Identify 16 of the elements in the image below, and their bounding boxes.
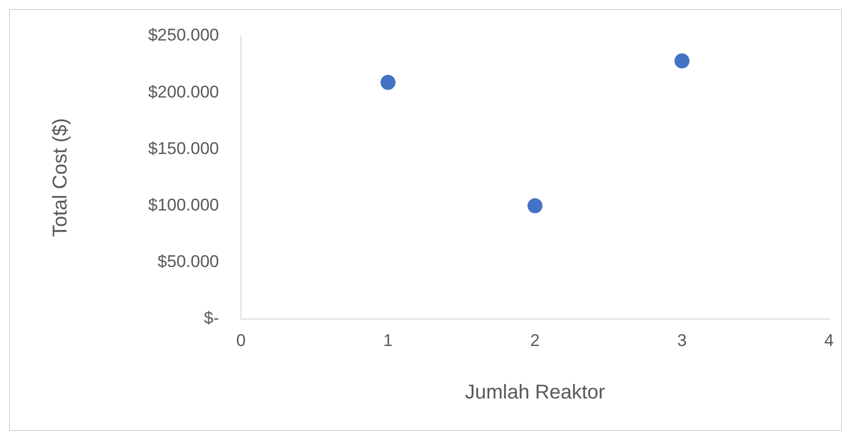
y-tick-label: $100.000 <box>148 195 219 214</box>
point <box>528 198 542 214</box>
y-tick-label: $250.000 <box>148 26 219 45</box>
point <box>380 74 396 90</box>
x-tick-label: 0 <box>236 330 246 350</box>
x-tick-label: 3 <box>677 330 687 350</box>
x-tick-label: 2 <box>530 330 540 350</box>
point <box>674 53 690 68</box>
y-tick-label: $200.000 <box>148 82 219 102</box>
y-tick-label: $150.000 <box>148 138 219 158</box>
y-tick-label: $50.000 <box>158 252 219 272</box>
x-axis-title: Jumlah Reaktor <box>464 382 606 404</box>
y-tick-label: $- <box>204 308 219 328</box>
x-tick-label: 4 <box>824 330 834 350</box>
y-axis-title: Total Cost ($) <box>50 118 72 237</box>
x-tick-label: 1 <box>383 330 393 350</box>
